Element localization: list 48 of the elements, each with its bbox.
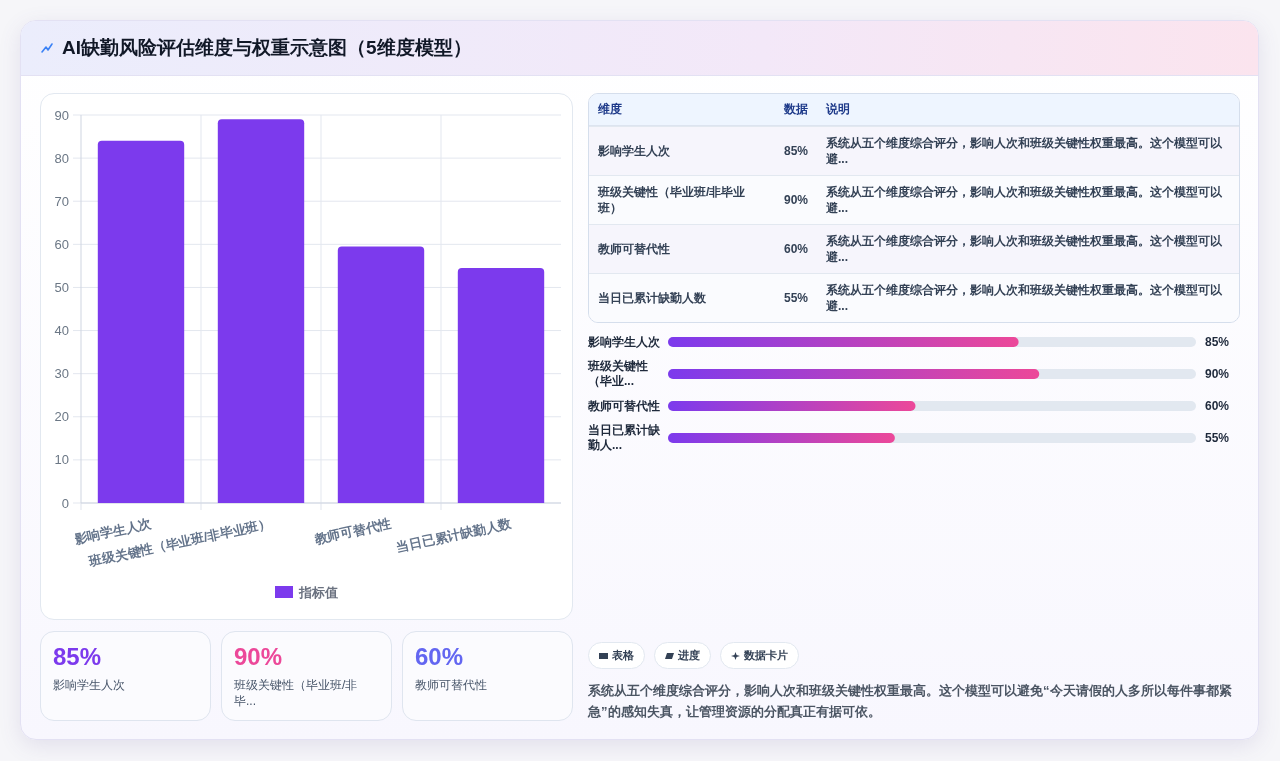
text: 85% (53, 643, 102, 671)
text: 数据 (784, 102, 809, 118)
text: 55% (784, 290, 810, 307)
category-label: 进度 (678, 648, 700, 663)
y-tick-label: 0 (61, 495, 69, 511)
y-tick-label: 30 (54, 366, 69, 382)
y-tick-label: 10 (54, 452, 69, 468)
category-label: 数据卡片 (744, 648, 788, 663)
y-tick-label: 班级关键性（毕业... (588, 359, 649, 389)
text: 班级关键性（毕业班/非毕业班） (598, 185, 747, 216)
text: 系统从五个维度综合评分，影响人次和班级关键性权重最高。这个模型可以避... (826, 234, 1223, 265)
text: 系统从五个维度综合评分，影响人次和班级关键性权重最高。这个模型可以避... (826, 185, 1223, 216)
y-tick-label: 90 (54, 107, 69, 123)
text: 60% (784, 241, 810, 258)
text: 85% (784, 143, 810, 160)
y-tick-label: 50 (54, 279, 69, 295)
y-tick-label: 60 (54, 236, 69, 252)
text: 系统从五个维度综合评分，影响人次和班级关键性权重最高。这个模型可以避免“今天请假的人多所以每件事都紧急”的感知失真，让管理资源的分配真正有据可依。 (588, 682, 1233, 721)
data-label: 90% (1205, 367, 1230, 381)
y-tick-label: 教师可替代性 (588, 398, 661, 414)
text: 维度 (598, 102, 623, 118)
y-tick-label: 70 (54, 193, 69, 209)
category-label: 班级关键性（毕业班/非毕... (234, 677, 359, 709)
text: 系统从五个维度综合评分，影响人次和班级关键性权重最高。这个模型可以避... (826, 136, 1223, 167)
bar (457, 268, 545, 503)
y-tick-label: 影响学生人次 (588, 334, 661, 350)
text: 90% (784, 192, 810, 209)
category-label: 教师可替代性 (415, 677, 488, 693)
chart-title: AI缺勤风险评估维度与权重示意图（5维度模型） (62, 36, 472, 60)
text: 60% (415, 643, 464, 671)
legend-label: 指标值 (298, 584, 338, 600)
bar (337, 246, 425, 503)
x-tick-label: 当日已累计缺勤人数 (395, 515, 514, 555)
data-label: 85% (1205, 335, 1230, 349)
text: 说明 (826, 102, 851, 118)
text: 系统从五个维度综合评分，影响人次和班级关键性权重最高。这个模型可以避... (826, 283, 1223, 314)
y-tick-label: 40 (54, 323, 69, 339)
data-label: 55% (1205, 431, 1230, 445)
bar (217, 119, 305, 503)
y-tick-label: 当日已累计缺勤人... (588, 423, 661, 453)
data-label: 60% (1205, 399, 1230, 413)
y-tick-label: 80 (54, 150, 69, 166)
x-tick-label: 教师可替代性 (312, 515, 393, 547)
category-label: 表格 (612, 648, 634, 663)
text: 当日已累计缺勤人数 (598, 290, 707, 307)
bar (97, 140, 185, 503)
y-tick-label: 20 (54, 409, 69, 425)
text: 90% (234, 643, 283, 671)
